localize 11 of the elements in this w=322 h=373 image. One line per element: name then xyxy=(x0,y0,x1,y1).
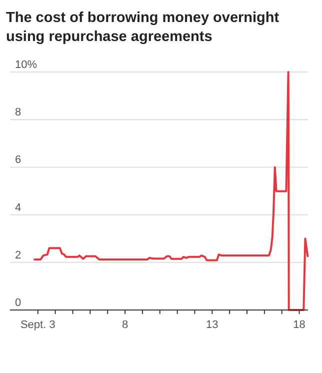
y-tick-label: 6 xyxy=(15,154,22,166)
x-tick-label: 8 xyxy=(122,319,128,331)
y-tick-label: 2 xyxy=(15,249,22,262)
y-tick-label: 10% xyxy=(15,59,38,71)
y-tick-label: 0 xyxy=(15,297,22,309)
y-tick-label: 4 xyxy=(15,202,22,214)
chart-title: The cost of borrowing money overnight using repurchase agreements xyxy=(6,10,280,45)
x-tick-label: Sept. 3 xyxy=(20,319,56,331)
x-tick-label: 18 xyxy=(293,319,306,331)
x-tick-label: 13 xyxy=(206,319,218,331)
y-tick-label: 8 xyxy=(15,106,22,119)
